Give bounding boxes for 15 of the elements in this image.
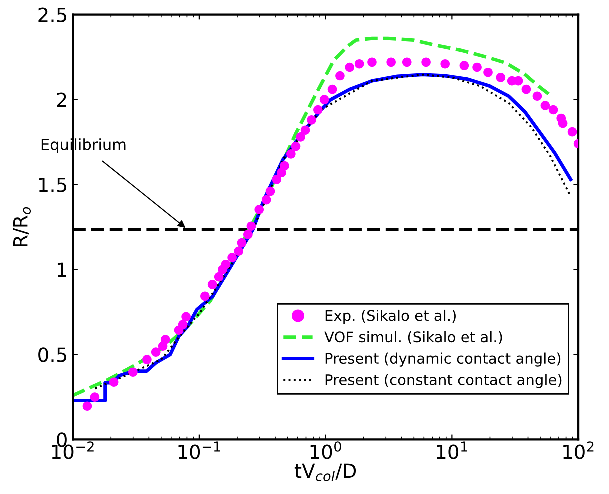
y-tick-label: 1 bbox=[58, 262, 66, 278]
legend-label: Present (constant contact angle) bbox=[326, 374, 562, 388]
y-tick-label: 2.5 bbox=[38, 8, 67, 22]
x-tick-label: 10$^{2}$ bbox=[564, 442, 594, 460]
y-axis-title: R/R$_{o}$ bbox=[14, 207, 32, 247]
x-axis-title: tV$_{col}$/D bbox=[294, 464, 356, 482]
y-tick-label: 2 bbox=[57, 92, 66, 108]
y-tick-label: 0.5 bbox=[38, 348, 67, 362]
x-tick-label: 10$^{1}$ bbox=[437, 442, 468, 460]
legend-label: Exp. (Sikalo et al.) bbox=[326, 310, 456, 324]
y-tick-label: 1.5 bbox=[39, 178, 67, 192]
x-tick-label: 10$^{0}$ bbox=[310, 442, 342, 460]
legend-label: VOF simul. (Sikalo et al.) bbox=[324, 331, 502, 344]
x-tick-label: 10$^{−1}$ bbox=[178, 442, 220, 460]
legend-label: Present (dynamic contact angle) bbox=[326, 352, 561, 367]
